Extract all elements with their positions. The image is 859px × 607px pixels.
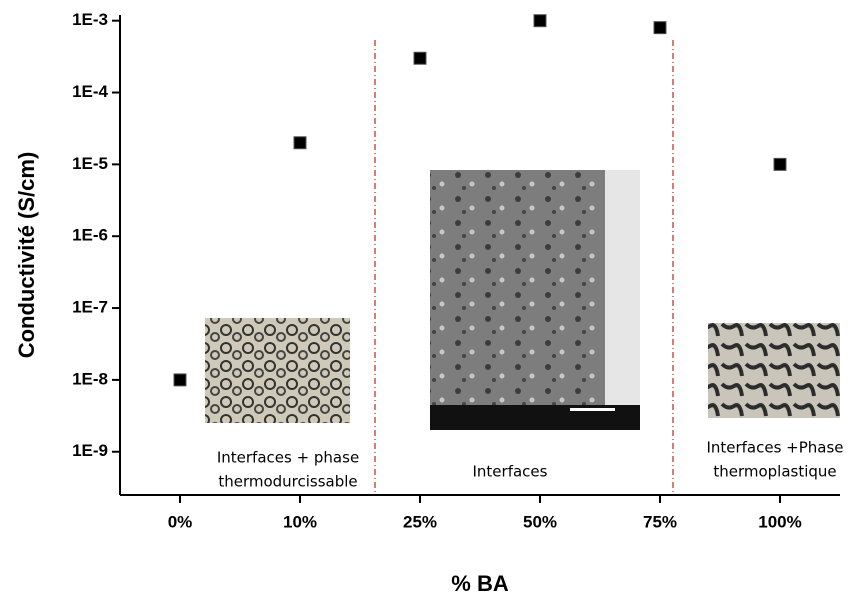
y-tick-label: 1E-9 bbox=[72, 441, 108, 460]
y-tick-label: 1E-3 bbox=[72, 10, 108, 29]
marker bbox=[413, 51, 427, 65]
marker bbox=[773, 157, 787, 171]
micrograph bbox=[708, 323, 840, 418]
annotation: Interfaces +Phase bbox=[706, 439, 843, 457]
micrograph-edge bbox=[605, 170, 640, 430]
y-axis-title: Conductivité (S/cm) bbox=[14, 152, 39, 359]
x-tick-label: 100% bbox=[758, 512, 801, 531]
micrograph bbox=[430, 170, 605, 430]
y-tick-label: 1E-6 bbox=[72, 226, 108, 245]
marker bbox=[293, 136, 307, 150]
marker bbox=[653, 21, 667, 35]
x-tick-label: 75% bbox=[643, 512, 677, 531]
micrograph bbox=[205, 318, 350, 423]
y-tick-label: 1E-8 bbox=[72, 369, 108, 388]
annotation: Interfaces bbox=[473, 463, 548, 481]
marker bbox=[533, 14, 547, 28]
x-tick-label: 0% bbox=[168, 512, 193, 531]
y-tick-label: 1E-5 bbox=[72, 154, 108, 173]
annotation: thermodurcissable bbox=[218, 473, 357, 491]
x-tick-label: 10% bbox=[283, 512, 317, 531]
marker bbox=[173, 373, 187, 387]
x-tick-label: 25% bbox=[403, 512, 437, 531]
x-axis-title: % BA bbox=[451, 571, 509, 596]
annotation: thermoplastique bbox=[713, 463, 836, 481]
annotation: Interfaces + phase bbox=[217, 449, 359, 467]
y-tick-label: 1E-4 bbox=[72, 82, 108, 101]
y-tick-label: 1E-7 bbox=[72, 298, 108, 317]
scale-bar bbox=[570, 408, 615, 411]
x-tick-label: 50% bbox=[523, 512, 557, 531]
